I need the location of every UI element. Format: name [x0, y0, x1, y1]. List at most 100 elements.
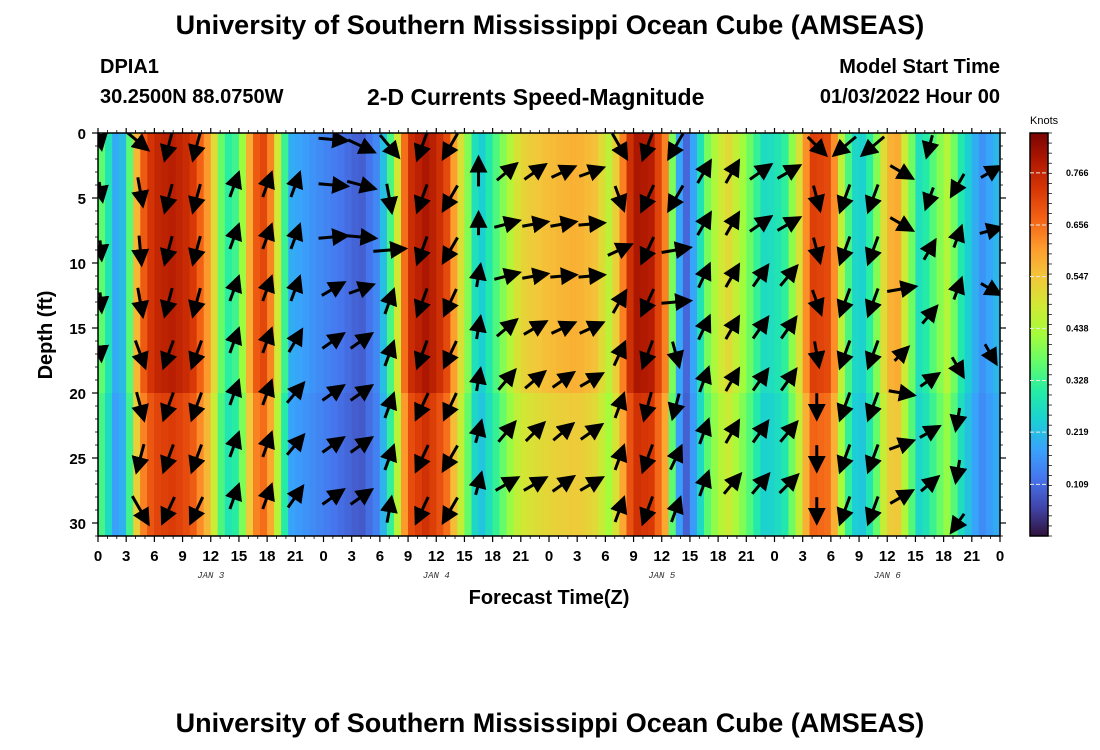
heat-cell — [464, 393, 473, 536]
x-tick-label: 6 — [601, 548, 609, 565]
current-vector — [578, 267, 608, 286]
heat-cell — [619, 393, 628, 536]
heat-cell — [98, 393, 106, 536]
heat-cell — [725, 393, 733, 536]
heat-cell — [929, 133, 938, 536]
x-tick-label: 21 — [512, 548, 529, 565]
heat-cell — [485, 393, 494, 536]
current-vector — [413, 133, 431, 163]
current-vector — [949, 407, 968, 433]
heat-cell — [830, 393, 839, 536]
current-vector — [441, 444, 459, 474]
heat-cell — [217, 393, 226, 536]
current-vector — [889, 163, 916, 180]
current-vector — [889, 489, 916, 506]
colorbar-tick-label: 0.328 — [1066, 375, 1089, 385]
day-label: JAN 4 — [423, 571, 450, 581]
x-tick-label: 15 — [456, 548, 473, 565]
day-label: JAN 3 — [197, 571, 225, 581]
current-vector — [579, 372, 605, 389]
heat-cell — [767, 393, 776, 536]
heat-cell — [344, 133, 353, 536]
heat-cell — [859, 393, 867, 536]
current-vector — [836, 287, 854, 319]
current-vector — [493, 267, 522, 286]
heat-cell — [647, 393, 656, 536]
x-tick-label: 18 — [259, 548, 276, 565]
current-vector — [639, 236, 657, 266]
current-vector — [160, 391, 178, 423]
heat-cell — [245, 133, 254, 536]
heat-cell — [978, 133, 987, 536]
x-tick-label: 0 — [545, 548, 553, 565]
current-vector — [523, 476, 549, 493]
current-vector — [160, 443, 178, 475]
current-vector — [131, 235, 150, 268]
heat-cell — [978, 393, 987, 536]
heat-cell — [401, 393, 409, 536]
current-vector — [257, 482, 275, 510]
heat-cell — [563, 393, 571, 536]
current-vector — [321, 383, 346, 402]
heat-cell — [682, 133, 691, 536]
x-axis: 0 3 6 9 12 15 18 21 0 3 6 9 12 15 18 21 0 3 6 9 12 15 18 21 0 3 6 9… — [94, 128, 1004, 581]
speed-heatmap — [98, 133, 1001, 536]
current-vector — [831, 135, 857, 158]
current-vector — [859, 135, 886, 158]
current-vector — [321, 435, 346, 454]
current-vector — [522, 267, 551, 286]
current-vector — [949, 512, 968, 535]
heat-cell — [640, 133, 649, 536]
heat-cell — [957, 393, 966, 536]
heat-cell — [203, 133, 212, 536]
heat-cell — [887, 393, 895, 536]
current-vector — [723, 262, 741, 288]
heat-cell — [943, 133, 952, 536]
heat-cell — [288, 393, 296, 536]
heat-cell — [661, 393, 670, 536]
heat-cell — [985, 393, 994, 536]
current-vector — [413, 287, 431, 319]
current-vector — [888, 437, 917, 455]
colorbar-tick-label: 0.438 — [1066, 323, 1089, 333]
heat-cell — [422, 133, 430, 536]
heat-cell — [379, 393, 388, 536]
heat-cell — [393, 133, 402, 536]
x-tick-label: 12 — [428, 548, 445, 565]
heat-cell — [112, 393, 120, 536]
heat-cell — [739, 393, 747, 536]
heat-cell — [238, 393, 247, 536]
current-vector — [373, 240, 409, 259]
current-vector — [864, 235, 882, 267]
x-tick-label: 0 — [996, 548, 1004, 565]
colorbar-unit: Knots — [1030, 115, 1059, 127]
current-vector — [188, 183, 206, 215]
current-vector — [836, 495, 854, 527]
heat-cell — [323, 393, 332, 536]
current-vector — [286, 327, 304, 353]
current-vector — [886, 280, 919, 298]
x-tick-label: 3 — [348, 548, 356, 565]
heat-cell — [471, 133, 480, 536]
current-vector — [550, 267, 579, 286]
current-vector — [639, 443, 657, 475]
current-vector — [318, 133, 351, 149]
heat-cell — [119, 133, 127, 536]
current-vector — [131, 443, 150, 475]
heat-cell — [739, 133, 747, 536]
current-vector — [286, 222, 304, 250]
heat-cell — [281, 133, 289, 536]
heat-cell — [880, 133, 888, 536]
current-vector — [188, 339, 206, 371]
heat-cell — [633, 133, 642, 536]
heat-cell — [168, 133, 177, 536]
current-vector — [579, 422, 605, 441]
heat-cell — [964, 133, 973, 536]
heat-cell — [457, 393, 466, 536]
heat-cell — [210, 133, 219, 536]
heat-cell — [612, 133, 621, 536]
current-vectors — [98, 133, 1000, 535]
heat-cell — [682, 393, 691, 536]
current-vector — [346, 227, 379, 246]
y-axis-label: Depth (ft) — [35, 291, 57, 380]
